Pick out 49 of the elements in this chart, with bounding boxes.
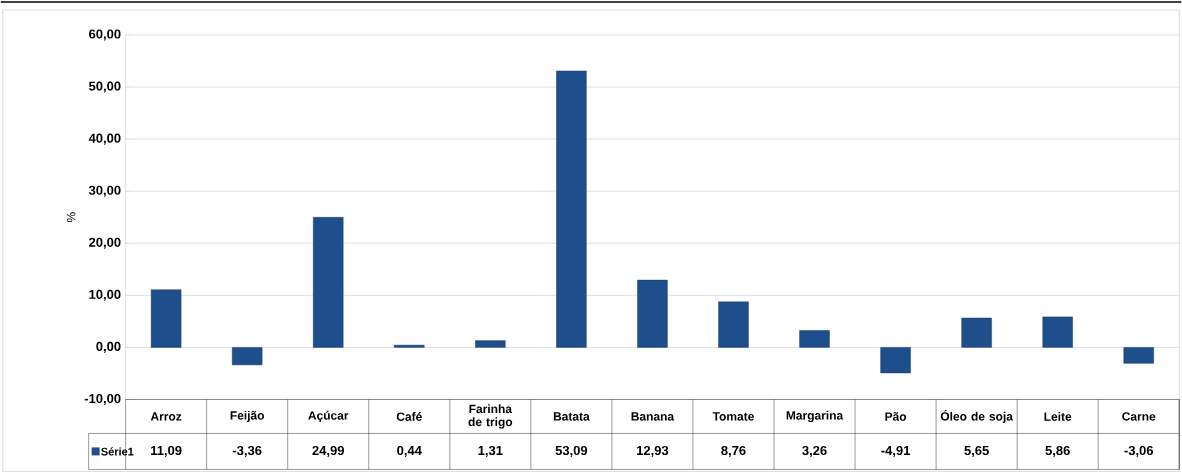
x-tick-label: Pão: [885, 411, 907, 421]
y-axis-title: %: [67, 212, 76, 222]
data-label: 5,65: [964, 445, 989, 457]
y-tick-label: -10,00: [84, 393, 121, 405]
bar: [150, 289, 182, 348]
x-tick-label: Leite: [1044, 411, 1072, 421]
y-tick-label: 20,00: [89, 237, 121, 249]
y-tick-label: 30,00: [88, 185, 121, 197]
y-tick-label: 60,00: [89, 29, 121, 41]
data-label: 11,09: [151, 445, 182, 457]
x-tick-label: Açúcar: [308, 410, 349, 422]
data-label: 5,86: [1045, 445, 1070, 457]
bar: [718, 301, 749, 348]
x-tick-label: Margarina: [786, 410, 844, 422]
bar: [799, 330, 830, 348]
x-tick-label: Café: [396, 411, 422, 421]
x-tick-label: Tomate: [712, 412, 754, 421]
bar: [556, 70, 587, 348]
data-label: -4,91: [881, 445, 911, 457]
y-tick-label: 0,00: [96, 341, 121, 353]
x-tick-label: Feijão: [230, 410, 265, 422]
x-tick-label: Arroz: [150, 412, 182, 421]
data-label: 0,44: [397, 445, 422, 457]
data-label: 8,76: [721, 445, 746, 457]
x-tick-label: Batata: [553, 412, 590, 421]
y-tick-label: 10,00: [89, 289, 121, 301]
bar: [637, 279, 668, 348]
bar: [313, 216, 344, 348]
x-tick-label: Banana: [631, 412, 675, 421]
bar: [475, 340, 506, 348]
x-tick-label: Carne: [1122, 412, 1156, 421]
y-tick-label: 40,00: [88, 133, 121, 145]
bar: [880, 347, 911, 373]
x-tick-label: Óleo de soja: [940, 409, 1013, 423]
bar: [394, 344, 425, 348]
x-tick-label: Farinha de trigo: [468, 404, 513, 429]
data-label: -3,36: [232, 445, 262, 457]
legend-label: Série1: [101, 447, 134, 456]
data-label: 53,09: [555, 445, 588, 457]
data-label: 3,26: [802, 445, 827, 457]
data-label: 24,99: [312, 445, 344, 457]
bar: [961, 317, 992, 348]
data-label: 12,93: [637, 445, 669, 457]
y-tick-label: 50,00: [88, 81, 121, 93]
bar: [231, 347, 263, 365]
bar: [1123, 347, 1154, 364]
data-label: 1,31: [478, 445, 503, 457]
bar: [1042, 316, 1073, 348]
data-label: -3,06: [1124, 445, 1154, 457]
